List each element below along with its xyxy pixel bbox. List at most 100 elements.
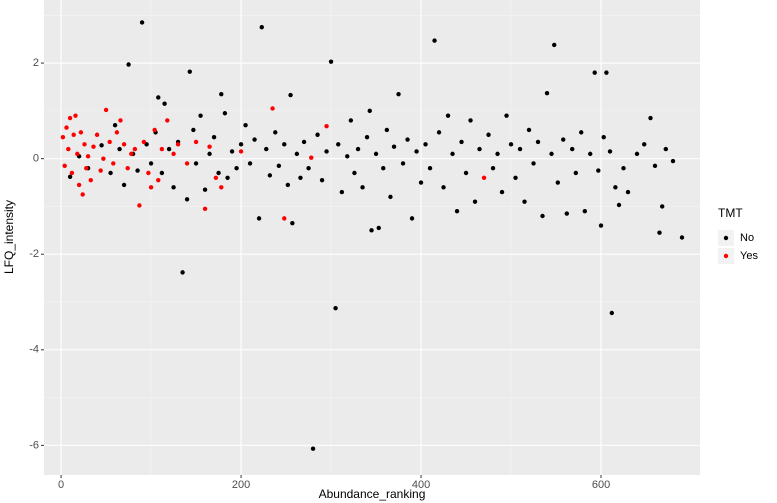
- point: [108, 170, 113, 176]
- point: [267, 173, 273, 178]
- point: [273, 130, 278, 135]
- point: [69, 170, 75, 176]
- point: [573, 170, 579, 176]
- point: [481, 175, 487, 180]
- point: [607, 149, 613, 154]
- x-tick-label: 400: [412, 479, 430, 491]
- point: [561, 137, 566, 142]
- point: [234, 166, 239, 171]
- point: [84, 166, 89, 171]
- point: [552, 42, 557, 48]
- point: [657, 230, 662, 235]
- point: [156, 177, 161, 183]
- point: [463, 170, 469, 176]
- point: [642, 142, 647, 147]
- point: [198, 113, 203, 118]
- point: [125, 166, 130, 171]
- point: [441, 185, 446, 190]
- point: [67, 115, 73, 121]
- point: [114, 130, 120, 135]
- point: [450, 151, 455, 157]
- point: [564, 211, 570, 216]
- x-axis-title: Abundance_ranking: [319, 487, 426, 501]
- point: [418, 180, 424, 185]
- point: [535, 139, 541, 145]
- point: [592, 70, 597, 75]
- point: [625, 189, 631, 195]
- point: [531, 161, 536, 166]
- y-tick-label: 2: [33, 57, 39, 69]
- point: [78, 130, 84, 135]
- point: [146, 170, 151, 176]
- point: [117, 146, 122, 152]
- point: [166, 146, 172, 152]
- point: [486, 132, 491, 137]
- point: [75, 151, 80, 157]
- point: [319, 177, 325, 183]
- point: [180, 270, 185, 275]
- point: [436, 130, 442, 135]
- point: [499, 189, 505, 195]
- point: [156, 95, 161, 100]
- point: [112, 123, 118, 128]
- point: [352, 170, 357, 176]
- legend-symbol: [723, 253, 729, 259]
- point: [121, 182, 127, 188]
- point: [384, 127, 390, 133]
- point: [409, 216, 415, 221]
- point: [549, 151, 554, 157]
- point: [369, 228, 374, 233]
- point: [171, 151, 176, 157]
- y-axis-title: LFQ_intensity: [2, 200, 16, 274]
- point: [381, 166, 386, 171]
- point: [187, 69, 192, 74]
- point: [315, 132, 320, 137]
- point: [596, 168, 601, 173]
- point: [159, 146, 165, 152]
- point: [76, 182, 82, 188]
- point: [152, 127, 157, 133]
- point: [67, 174, 73, 180]
- point: [85, 154, 91, 159]
- point: [294, 151, 300, 157]
- point: [290, 220, 295, 226]
- point: [193, 161, 199, 166]
- point: [391, 144, 397, 149]
- y-tick-label: -6: [29, 439, 39, 451]
- point: [126, 62, 131, 67]
- point: [129, 151, 134, 157]
- point: [184, 197, 190, 202]
- point: [504, 113, 509, 118]
- x-tick-label: 600: [592, 479, 610, 491]
- point: [252, 137, 257, 142]
- point: [634, 151, 640, 157]
- point: [132, 146, 138, 152]
- point: [73, 113, 78, 118]
- point: [522, 199, 527, 204]
- x-tick-label: 0: [58, 479, 64, 491]
- point: [301, 139, 307, 145]
- point: [282, 142, 287, 147]
- point: [99, 143, 104, 148]
- point: [82, 142, 87, 147]
- point: [202, 206, 208, 212]
- point: [459, 139, 464, 145]
- point: [121, 142, 127, 147]
- point: [285, 182, 291, 188]
- point: [427, 166, 433, 171]
- point: [310, 446, 316, 451]
- point: [663, 146, 669, 152]
- point: [207, 151, 212, 157]
- point: [526, 127, 532, 133]
- point: [367, 108, 372, 114]
- point: [582, 209, 588, 214]
- point: [445, 113, 451, 118]
- legend-label: Yes: [740, 250, 758, 262]
- point: [175, 142, 181, 147]
- point: [609, 310, 615, 316]
- point: [396, 91, 401, 97]
- point: [64, 125, 69, 130]
- point: [414, 149, 419, 154]
- point: [364, 134, 370, 140]
